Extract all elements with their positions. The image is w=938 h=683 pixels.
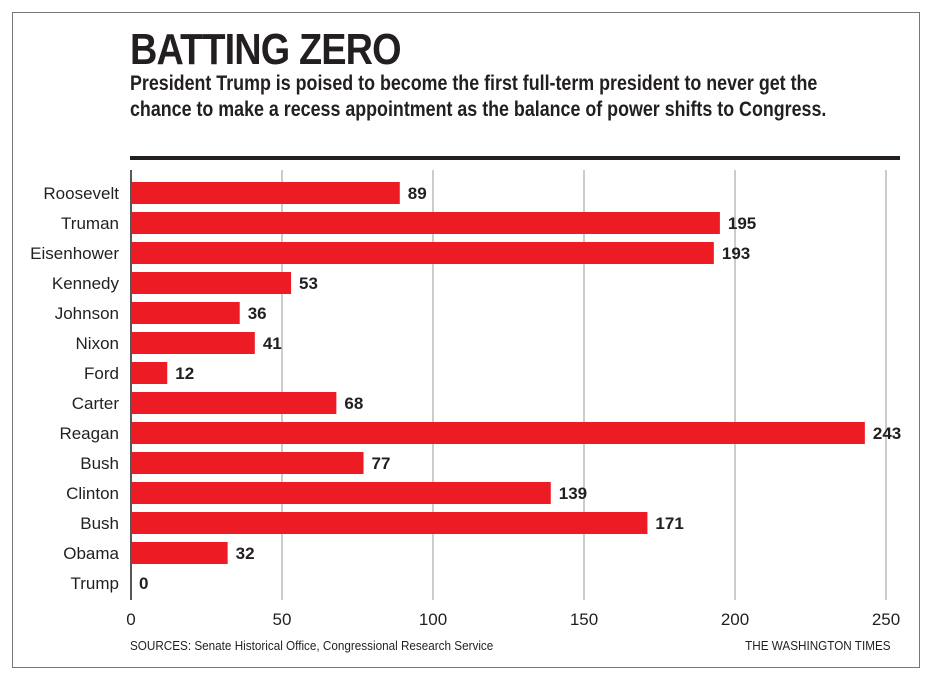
bar xyxy=(131,242,714,264)
bar xyxy=(131,392,337,414)
bar xyxy=(131,272,292,294)
bar xyxy=(131,482,551,504)
x-tick-label: 0 xyxy=(126,610,135,629)
x-tick-label: 150 xyxy=(570,610,598,629)
chart-subtitle: President Trump is poised to become the … xyxy=(130,72,827,121)
category-label: Nixon xyxy=(76,334,119,353)
category-label: Johnson xyxy=(55,304,119,323)
category-label: Clinton xyxy=(66,484,119,503)
bar xyxy=(131,182,400,204)
value-label: 68 xyxy=(344,394,363,413)
category-label: Obama xyxy=(63,544,119,563)
category-label: Reagan xyxy=(59,424,119,443)
x-tick-label: 250 xyxy=(872,610,900,629)
value-label: 193 xyxy=(722,244,750,263)
category-label: Truman xyxy=(61,214,119,233)
bar xyxy=(131,452,364,474)
category-label: Ford xyxy=(84,364,119,383)
chart-frame xyxy=(12,12,920,668)
x-tick-label: 50 xyxy=(273,610,292,629)
value-label: 53 xyxy=(299,274,318,293)
bar xyxy=(131,212,720,234)
category-label: Carter xyxy=(72,394,120,413)
value-label: 32 xyxy=(236,544,255,563)
bar xyxy=(131,512,648,534)
bar xyxy=(131,422,865,444)
value-label: 243 xyxy=(873,424,901,443)
value-label: 0 xyxy=(139,574,148,593)
value-label: 89 xyxy=(408,184,427,203)
value-label: 41 xyxy=(263,334,282,353)
x-tick-label: 100 xyxy=(419,610,447,629)
title-rule xyxy=(130,156,900,160)
category-label: Bush xyxy=(80,454,119,473)
bar xyxy=(131,302,240,324)
x-tick-label: 200 xyxy=(721,610,749,629)
category-label: Bush xyxy=(80,514,119,533)
bar xyxy=(131,362,168,384)
value-label: 12 xyxy=(175,364,194,383)
source-note: SOURCES: Senate Historical Office, Congr… xyxy=(130,638,494,653)
category-label: Eisenhower xyxy=(30,244,119,263)
category-label: Roosevelt xyxy=(43,184,119,203)
category-label: Kennedy xyxy=(52,274,120,293)
bar xyxy=(131,332,255,354)
chart-title: BATTING ZERO xyxy=(130,25,402,74)
value-label: 139 xyxy=(559,484,587,503)
category-label: Trump xyxy=(71,574,120,593)
value-label: 36 xyxy=(248,304,267,323)
publisher-credit: THE WASHINGTON TIMES xyxy=(745,638,891,653)
value-label: 77 xyxy=(372,454,391,473)
value-label: 195 xyxy=(728,214,756,233)
bar xyxy=(131,542,228,564)
value-label: 171 xyxy=(655,514,683,533)
